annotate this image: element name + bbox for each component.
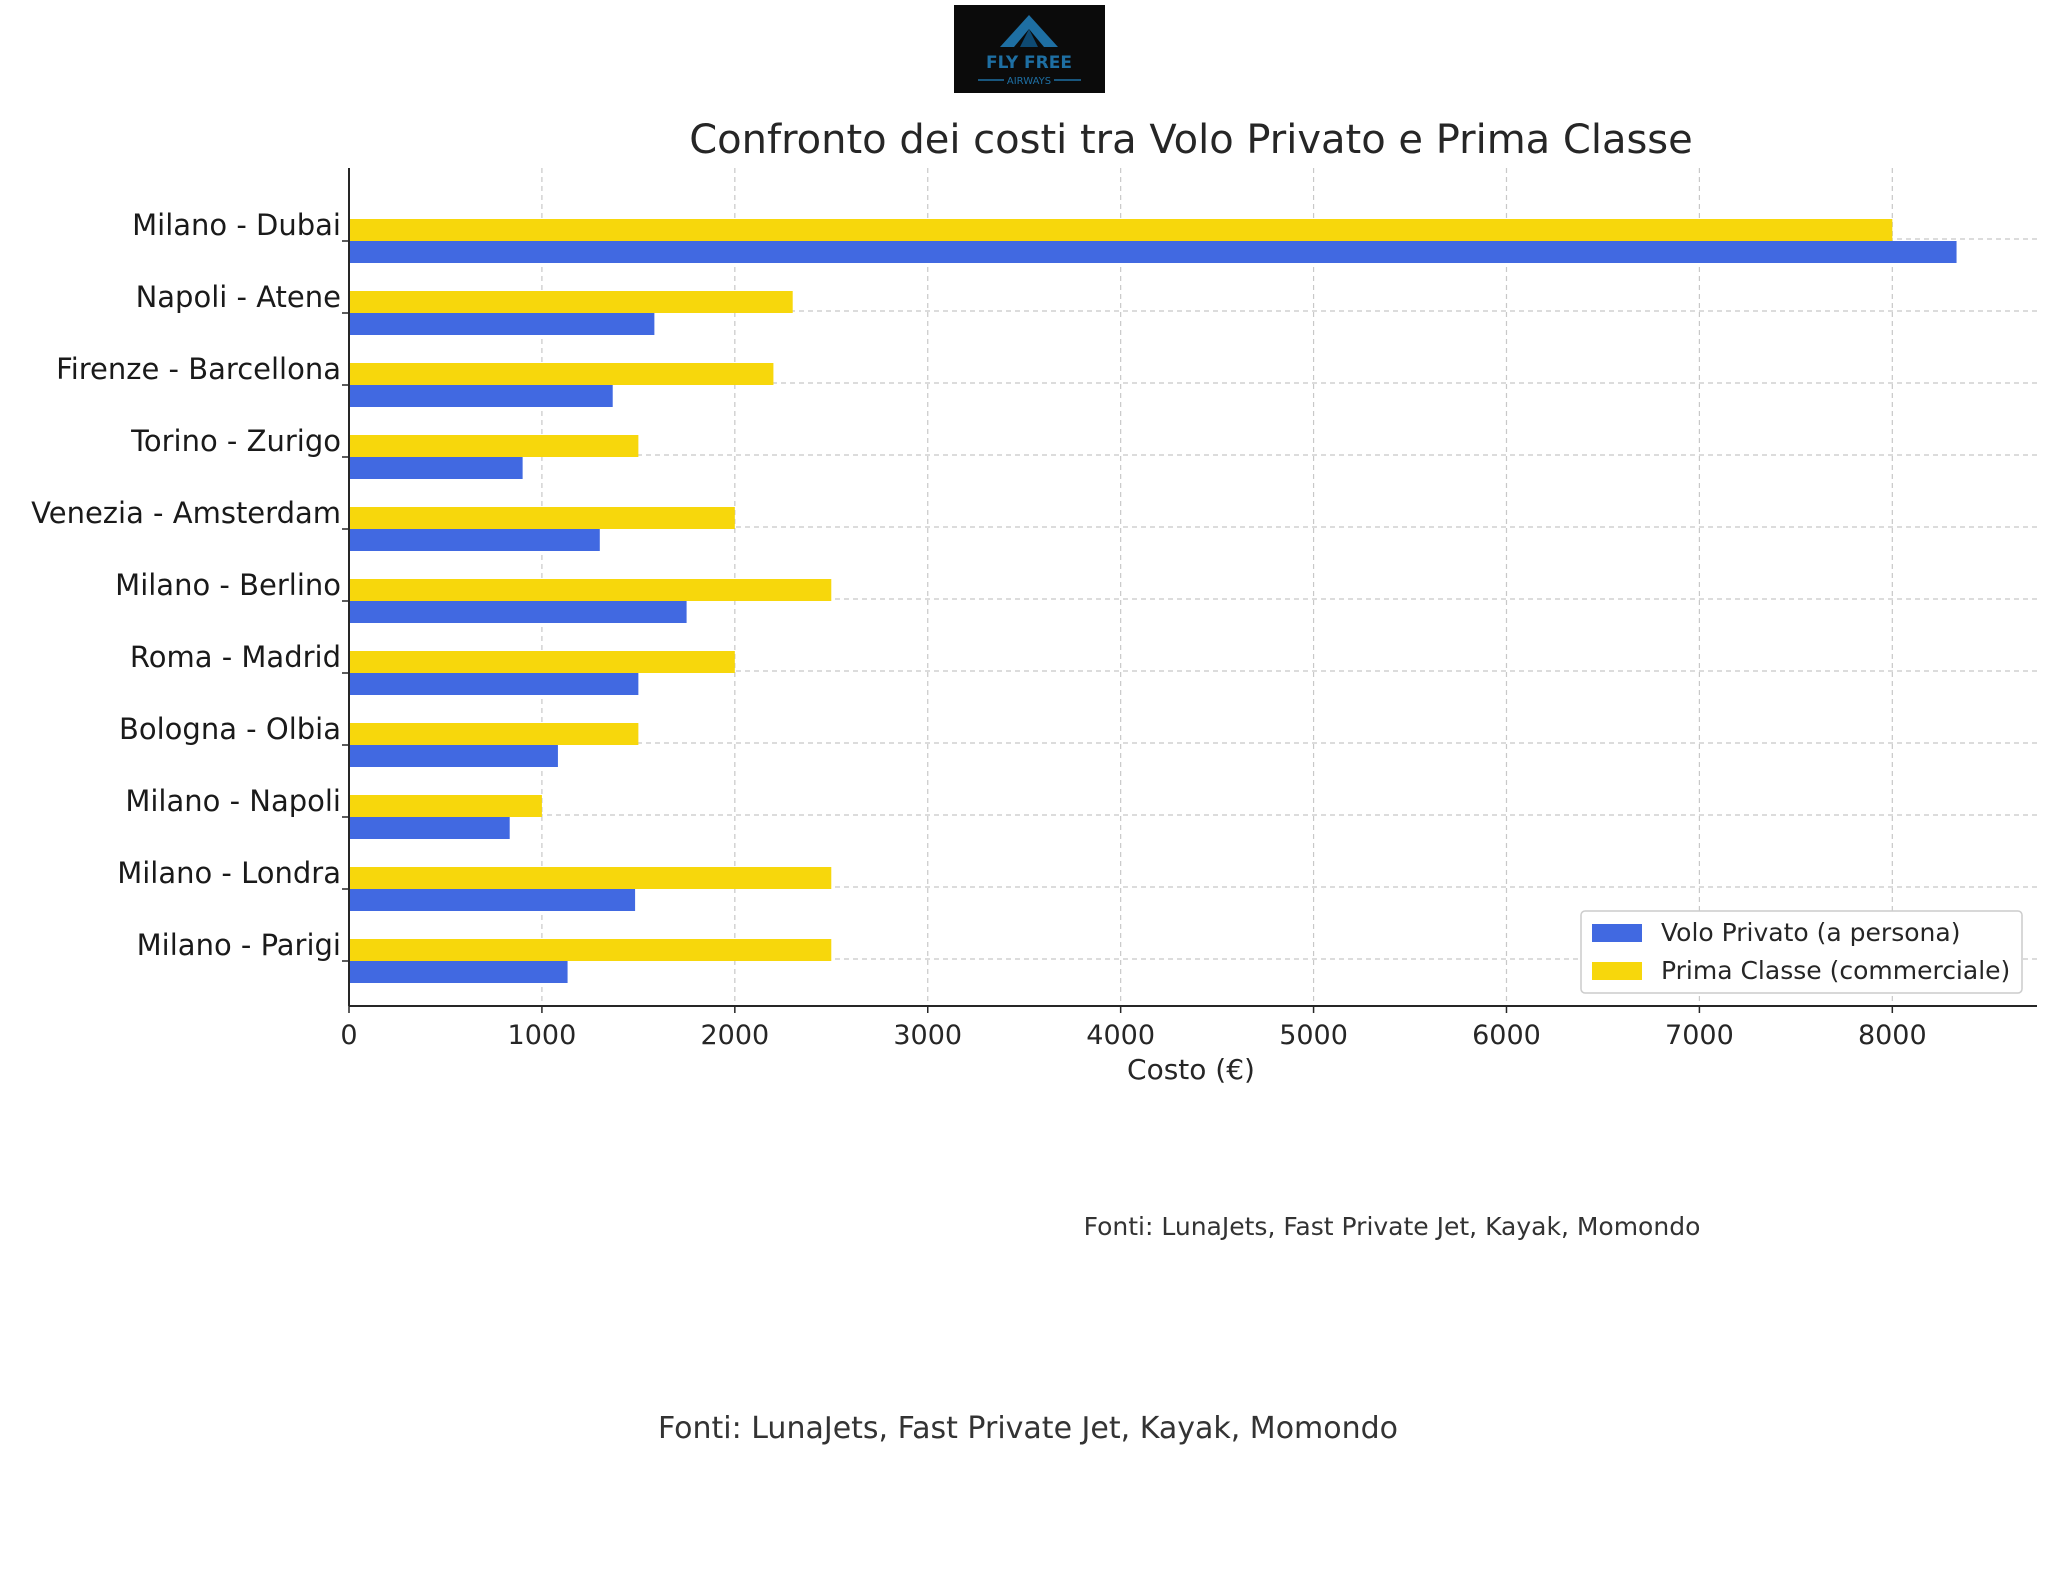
- sources-note-large: Fonti: LunaJets, Fast Private Jet, Kayak…: [657, 1411, 1399, 1446]
- legend-box: [1580, 910, 2023, 994]
- x-tick-label: 1000: [508, 1020, 577, 1051]
- bar-volo-privato: [349, 529, 600, 551]
- category-label: Milano - Berlino: [115, 568, 341, 602]
- x-tick-label: 8000: [1858, 1020, 1927, 1051]
- x-tick-label: 4000: [1086, 1020, 1155, 1051]
- category-label: Milano - Londra: [117, 856, 341, 890]
- bar-prima-classe: [349, 795, 542, 817]
- chart-bars: [349, 219, 1957, 983]
- category-label: Milano - Napoli: [125, 784, 341, 818]
- category-label: Milano - Dubai: [132, 208, 341, 242]
- bar-volo-privato: [349, 313, 655, 335]
- bar-volo-privato: [349, 385, 613, 407]
- x-tick-label: 0: [340, 1020, 357, 1051]
- chart-axes: [342, 168, 2037, 1013]
- logo-line1: FLY FREE: [986, 53, 1072, 73]
- category-labels: Milano - Dubai Napoli - Atene Firenze - Ba…: [31, 208, 341, 962]
- fly-free-airways-logo: FLY FREE AIRWAYS: [954, 5, 1105, 93]
- x-tick-label: 3000: [893, 1020, 962, 1051]
- bar-prima-classe: [349, 507, 735, 529]
- sources-note-small: Fonti: LunaJets, Fast Private Jet, Kayak…: [1083, 1212, 1701, 1241]
- bar-volo-privato: [349, 241, 1957, 263]
- legend-swatch: [1592, 962, 1642, 980]
- bar-prima-classe: [349, 723, 639, 745]
- bar-volo-privato: [349, 601, 687, 623]
- category-label: Firenze - Barcellona: [56, 352, 341, 386]
- legend-entry-label: Prima Classe (commerciale): [1661, 956, 2010, 985]
- category-label: Napoli - Atene: [136, 280, 341, 314]
- x-tick-label: 6000: [1472, 1020, 1541, 1051]
- logo-line2: AIRWAYS: [1007, 76, 1051, 87]
- category-label: Bologna - Olbia: [119, 712, 341, 746]
- bar-prima-classe: [349, 867, 832, 889]
- plane-tail-shadow-icon: [1020, 29, 1038, 47]
- legend-swatch: [1592, 924, 1642, 942]
- bar-volo-privato: [349, 673, 639, 695]
- x-tick-label: 5000: [1279, 1020, 1348, 1051]
- bar-prima-classe: [349, 219, 1893, 241]
- bar-volo-privato: [349, 457, 523, 479]
- legend-entry-label: Volo Privato (a persona): [1661, 918, 1960, 947]
- bar-prima-classe: [349, 579, 832, 601]
- category-label: Venezia - Amsterdam: [31, 496, 341, 530]
- bar-prima-classe: [349, 651, 735, 673]
- x-axis-label: Costo (€): [1127, 1053, 1255, 1086]
- logo-image: FLY FREE AIRWAYS: [954, 5, 1105, 93]
- bar-volo-privato: [349, 745, 558, 767]
- category-label: Roma - Madrid: [130, 640, 341, 674]
- category-label: Milano - Parigi: [137, 928, 341, 962]
- bar-prima-classe: [349, 939, 832, 961]
- x-tick-label: 2000: [700, 1020, 769, 1051]
- bar-prima-classe: [349, 435, 639, 457]
- plane-tail-icon: [1000, 15, 1058, 47]
- bar-volo-privato: [349, 817, 510, 839]
- x-tick-labels: 0 1000 2000 3000 4000 5000 6000 7000 8000: [340, 1020, 1926, 1051]
- category-label: Torino - Zurigo: [130, 424, 341, 458]
- bar-volo-privato: [349, 961, 568, 983]
- chart-legend: Volo Privato (a persona) Prima Classe (co…: [1580, 910, 2023, 994]
- chart-title: Confronto dei costi tra Volo Privato e P…: [689, 117, 1693, 163]
- bar-volo-privato: [349, 889, 636, 911]
- cost-comparison-chart: Confronto dei costi tra Volo Privato e P…: [31, 117, 2037, 1086]
- x-tick-label: 7000: [1665, 1020, 1734, 1051]
- bar-prima-classe: [349, 291, 793, 313]
- bar-prima-classe: [349, 363, 774, 385]
